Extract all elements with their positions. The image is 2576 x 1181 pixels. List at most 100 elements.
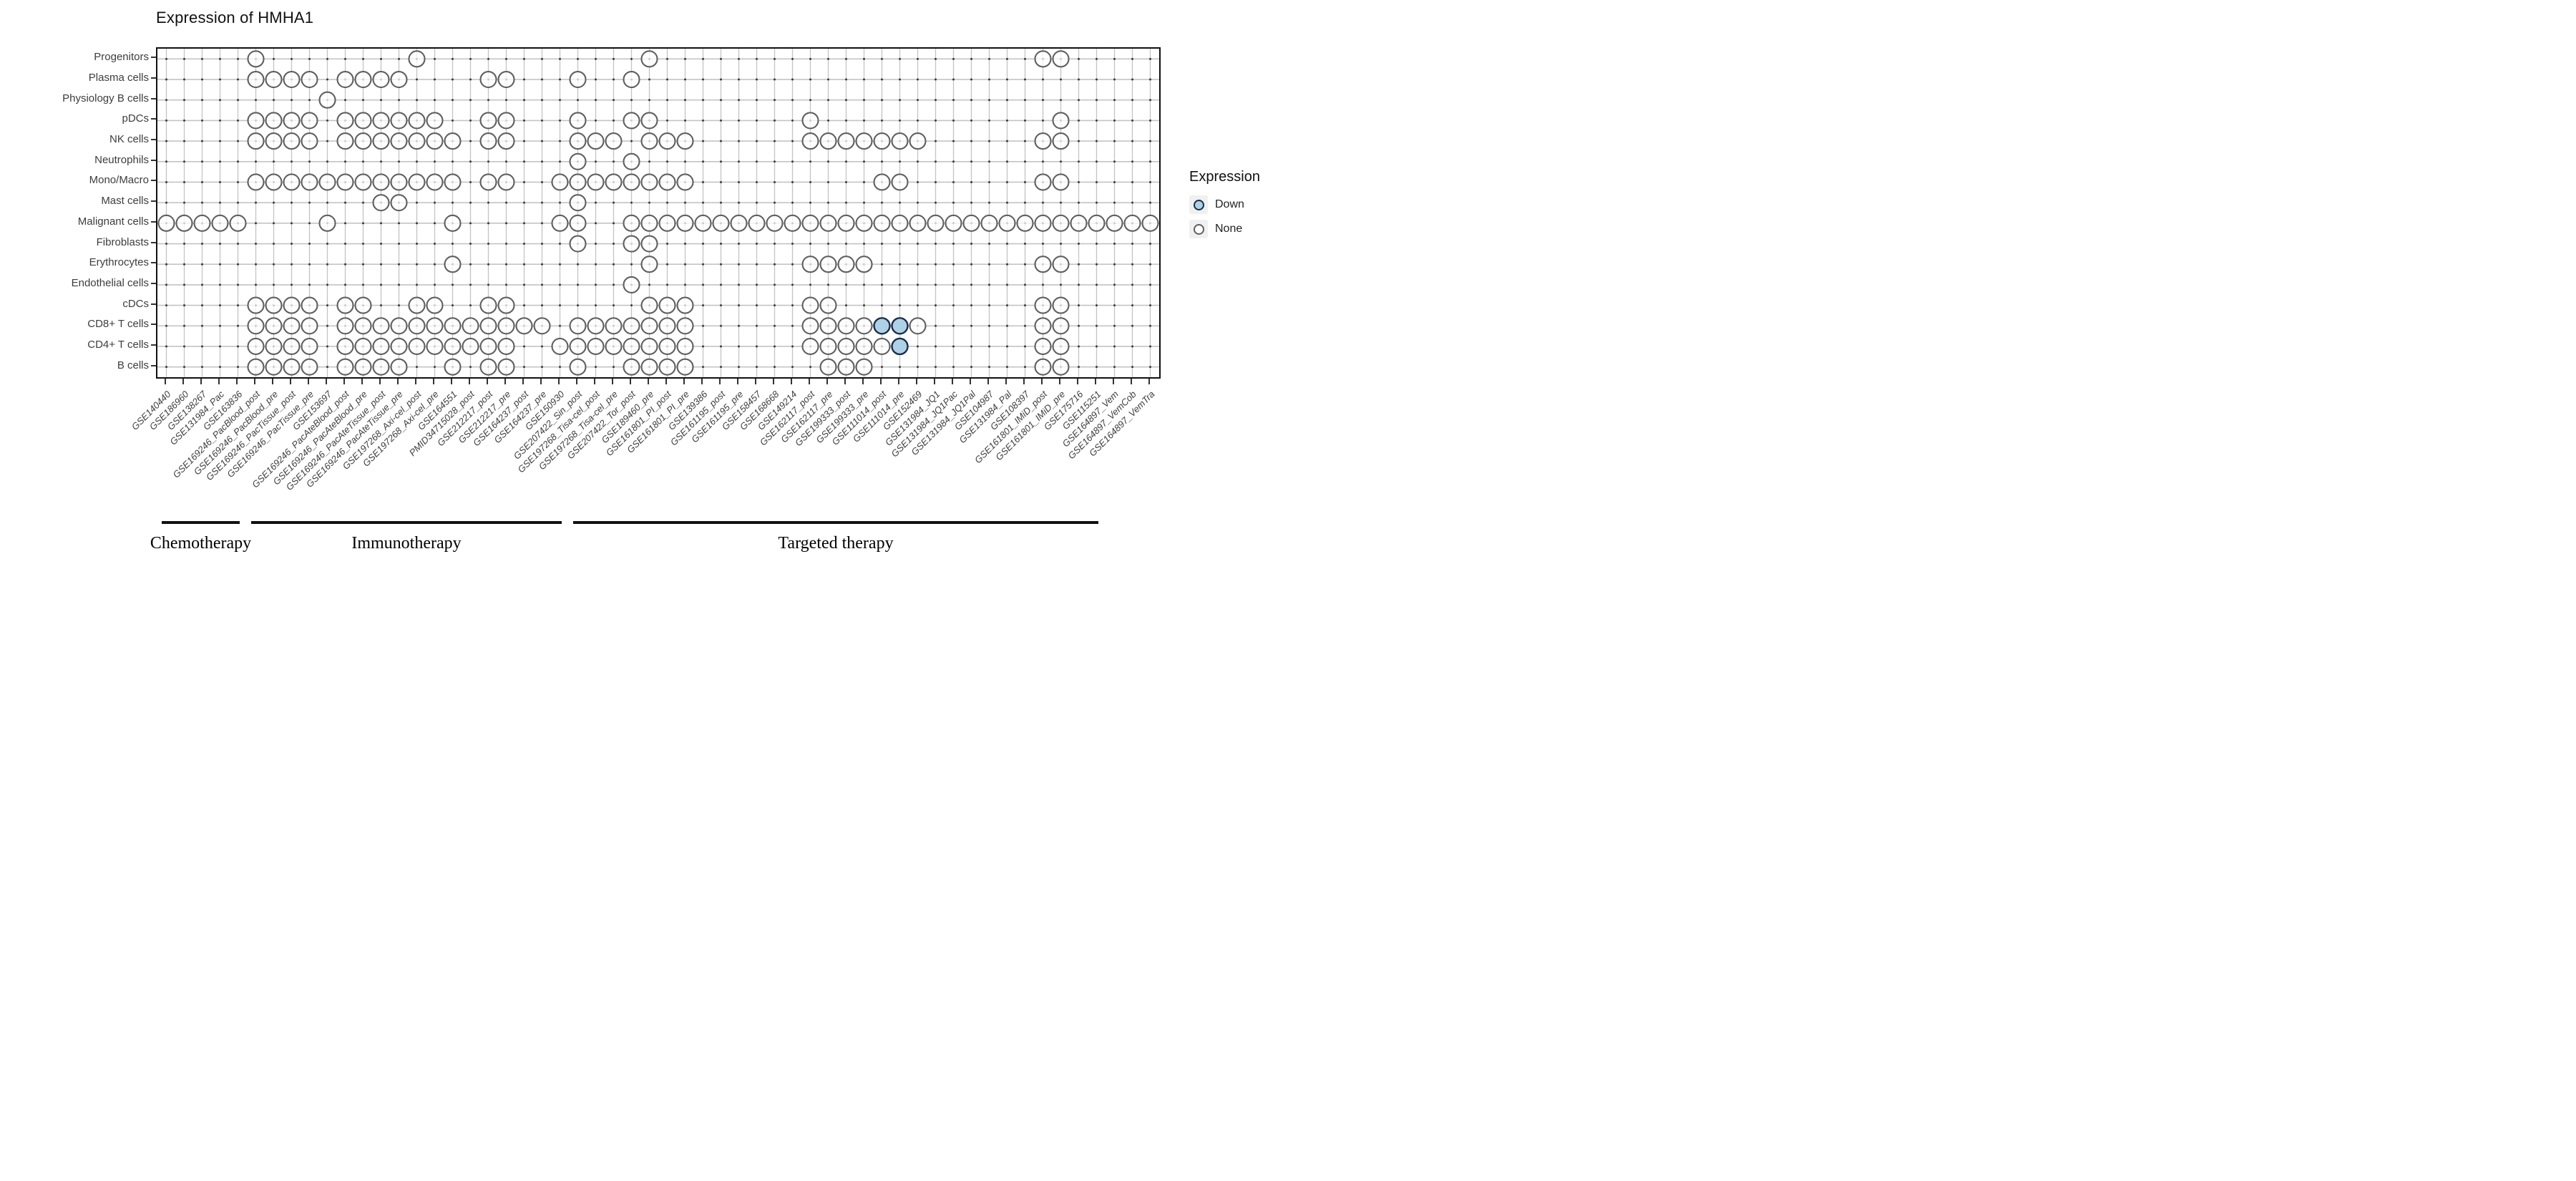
x-tick [647, 379, 649, 384]
group-label: Chemotherapy [150, 534, 252, 553]
x-tick [772, 379, 774, 384]
x-tick [808, 379, 810, 384]
row-label: Mast cells [101, 195, 149, 208]
x-tick [504, 379, 506, 384]
y-tick [151, 262, 156, 264]
group-bar [162, 521, 240, 524]
x-tick [1058, 379, 1060, 384]
x-tick [575, 379, 577, 384]
x-tick [790, 379, 792, 384]
row-label: CD4+ T cells [87, 338, 149, 351]
x-tick [379, 379, 381, 384]
group-label: Targeted therapy [778, 534, 894, 553]
row-label: CD8+ T cells [87, 318, 149, 331]
y-tick [151, 241, 156, 243]
x-tick [361, 379, 363, 384]
legend-label-none: None [1215, 223, 1243, 235]
row-label: NK cells [109, 133, 149, 146]
x-tick [218, 379, 220, 384]
group-bar [251, 521, 562, 524]
y-tick [151, 344, 156, 346]
row-label: Endothelial cells [71, 276, 149, 289]
y-tick [151, 324, 156, 326]
x-tick [253, 379, 255, 384]
row-label: B cells [117, 359, 149, 371]
row-label: pDCs [122, 112, 149, 125]
x-tick [1112, 379, 1114, 384]
x-tick [987, 379, 989, 384]
legend-title: Expression [1189, 169, 1260, 185]
x-tick [1023, 379, 1025, 384]
group-label: Immunotherapy [351, 534, 462, 553]
x-tick [665, 379, 667, 384]
row-label: Malignant cells [77, 215, 149, 228]
legend-item-down: Down [1189, 195, 1260, 214]
x-tick [540, 379, 542, 384]
x-tick [1005, 379, 1007, 384]
x-tick [736, 379, 738, 384]
y-tick [151, 139, 156, 141]
x-tick [951, 379, 953, 384]
x-tick [718, 379, 721, 384]
x-tick [683, 379, 685, 384]
x-tick [325, 379, 327, 384]
x-tick [164, 379, 166, 384]
x-tick [343, 379, 345, 384]
x-tick [879, 379, 882, 384]
x-tick [1130, 379, 1132, 384]
row-label: Plasma cells [88, 72, 149, 84]
legend-key-down-icon [1189, 195, 1208, 214]
x-tick [754, 379, 756, 384]
y-tick [151, 282, 156, 284]
x-tick [396, 379, 399, 384]
legend-item-none: None [1189, 220, 1260, 238]
x-tick [862, 379, 864, 384]
x-tick [897, 379, 899, 384]
x-tick [486, 379, 488, 384]
x-tick [611, 379, 613, 384]
row-label: Erythrocytes [89, 256, 149, 269]
x-tick [235, 379, 238, 384]
y-tick [151, 77, 156, 79]
x-tick [969, 379, 971, 384]
x-tick [432, 379, 434, 384]
y-tick [151, 159, 156, 161]
dot-matrix [157, 49, 1159, 377]
x-tick [271, 379, 273, 384]
x-tick [557, 379, 560, 384]
x-tick [289, 379, 291, 384]
y-tick [151, 180, 156, 182]
y-tick [151, 303, 156, 305]
x-tick [1076, 379, 1078, 384]
legend-label-down: Down [1215, 198, 1244, 210]
x-tick [1040, 379, 1043, 384]
x-tick [414, 379, 416, 384]
x-tick [593, 379, 595, 384]
legend-key-none-icon [1189, 220, 1208, 238]
x-tick [200, 379, 202, 384]
x-tick [915, 379, 917, 384]
y-tick [151, 364, 156, 366]
row-label: Mono/Macro [89, 174, 149, 187]
plot-panel [156, 47, 1161, 379]
expression-dotplot-figure: Expression of HMHA1 Progenitors Plasma ce… [0, 0, 1288, 590]
row-label: Progenitors [94, 51, 149, 64]
x-tick [468, 379, 470, 384]
row-label: cDCs [122, 297, 149, 310]
y-tick [151, 200, 156, 203]
x-tick [844, 379, 846, 384]
chart-title: Expression of HMHA1 [156, 9, 314, 26]
x-tick [933, 379, 935, 384]
y-tick [151, 97, 156, 99]
x-tick [182, 379, 184, 384]
row-label: Neutrophils [94, 153, 149, 166]
row-label: Physiology B cells [62, 92, 149, 105]
y-tick [151, 57, 156, 59]
x-tick [450, 379, 452, 384]
x-tick [629, 379, 631, 384]
y-tick [151, 220, 156, 223]
x-tick [1148, 379, 1150, 384]
group-bar [573, 521, 1098, 524]
x-tick [826, 379, 828, 384]
x-tick [522, 379, 524, 384]
